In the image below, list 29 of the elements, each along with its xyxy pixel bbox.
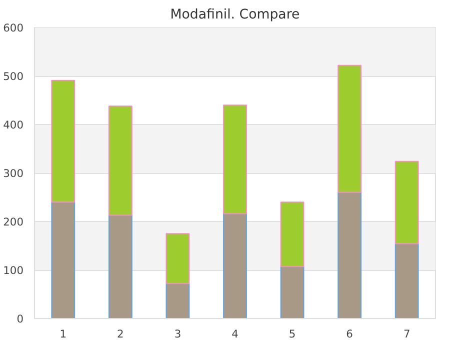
- bar: [338, 192, 362, 318]
- x-tick-label: 5: [288, 328, 296, 340]
- x-tick-label: 7: [403, 328, 410, 340]
- y-tick-label: 0: [16, 312, 24, 326]
- bar: [166, 233, 190, 284]
- bar: [223, 213, 247, 318]
- x-tick-label: 3: [174, 328, 182, 340]
- bar: [394, 243, 419, 318]
- bar: [108, 214, 132, 318]
- bar: [394, 160, 419, 244]
- y-tick-label: 100: [3, 264, 24, 277]
- chart-title: Modafinil. Compare: [170, 8, 300, 22]
- y-tick-label: 500: [3, 70, 24, 83]
- x-tick-label: 4: [232, 328, 239, 340]
- bar: [338, 64, 362, 193]
- bar: [223, 104, 247, 214]
- bar: [51, 202, 76, 318]
- x-tick-label: 6: [346, 328, 354, 340]
- y-tick-label: 400: [3, 118, 24, 132]
- y-tick-label: 300: [3, 167, 24, 180]
- bar: [108, 106, 132, 216]
- x-tick-label: 2: [117, 328, 124, 340]
- bar: [166, 283, 190, 318]
- y-tick-label: 200: [3, 216, 24, 228]
- x-tick-label: 1: [60, 328, 67, 340]
- bar: [280, 266, 304, 318]
- y-tick-label: 600: [3, 22, 24, 34]
- bar: [51, 80, 76, 203]
- bar: [280, 202, 304, 268]
